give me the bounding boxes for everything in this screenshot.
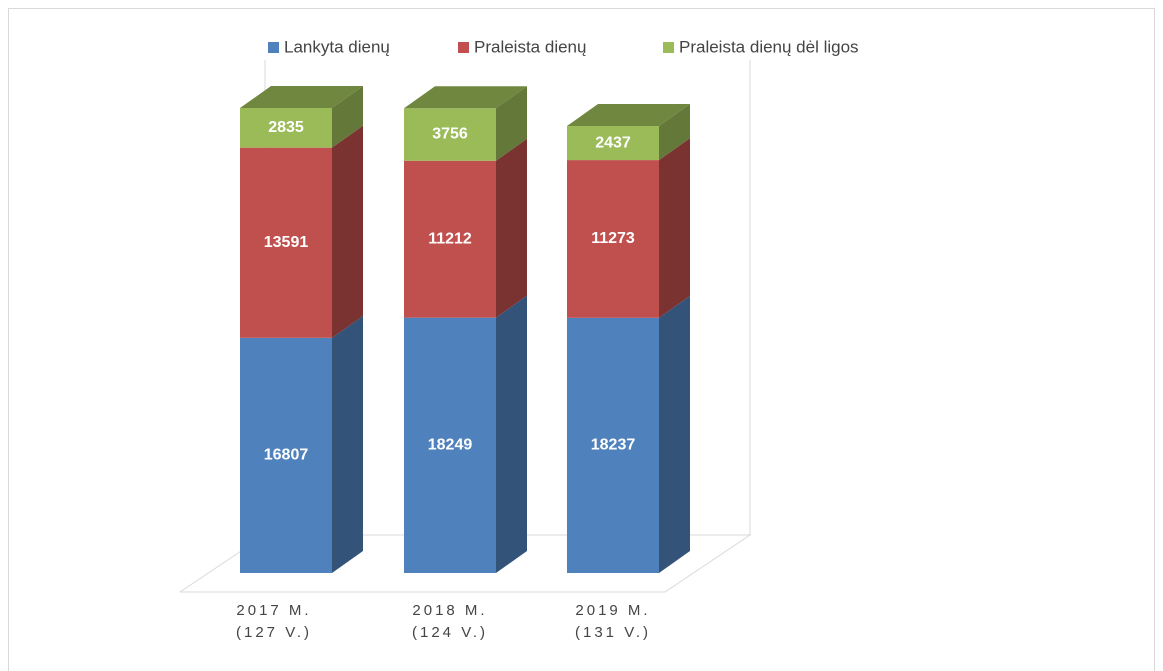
bar-side bbox=[496, 86, 527, 161]
data-label: 16807 bbox=[264, 447, 309, 464]
data-label: 3756 bbox=[432, 126, 468, 143]
legend-swatch bbox=[268, 42, 279, 53]
bar-side bbox=[496, 295, 527, 573]
data-label: 18249 bbox=[428, 437, 473, 454]
bar-top bbox=[404, 86, 527, 109]
bar-side bbox=[332, 315, 363, 573]
x-tick-label: 2018 M. (124 V.) bbox=[412, 602, 488, 641]
bar bbox=[404, 160, 496, 318]
bar bbox=[240, 337, 332, 573]
legend-label: Praleista dienų dėl ligos bbox=[679, 37, 859, 56]
bar bbox=[567, 317, 659, 573]
legend-label: Praleista dienų bbox=[474, 37, 586, 56]
legend-swatch bbox=[458, 42, 469, 53]
bar bbox=[567, 125, 659, 161]
bar-side bbox=[659, 295, 690, 573]
bar-side bbox=[659, 103, 690, 161]
data-label: 11212 bbox=[428, 230, 472, 247]
data-label: 11273 bbox=[591, 230, 635, 247]
bar bbox=[404, 108, 496, 161]
bar-top bbox=[567, 103, 690, 126]
bar-side bbox=[659, 138, 690, 318]
legend-label: Lankyta dienų bbox=[284, 37, 390, 56]
bar-side bbox=[496, 138, 527, 318]
data-label: 18237 bbox=[591, 437, 636, 454]
legend-swatch bbox=[663, 42, 674, 53]
x-tick-label: 2017 M. (127 V.) bbox=[236, 602, 312, 641]
bar-top bbox=[240, 86, 363, 108]
bar bbox=[404, 317, 496, 573]
bar-side bbox=[332, 86, 363, 148]
data-label: 2437 bbox=[595, 134, 631, 151]
bar bbox=[567, 160, 659, 318]
data-label: 2835 bbox=[268, 119, 304, 136]
bar bbox=[240, 147, 332, 338]
chart-border bbox=[8, 8, 1155, 671]
bar bbox=[240, 108, 332, 148]
data-label: 13591 bbox=[264, 234, 309, 251]
x-tick-label: 2019 M. (131 V.) bbox=[575, 602, 651, 641]
bar-side bbox=[332, 125, 363, 338]
